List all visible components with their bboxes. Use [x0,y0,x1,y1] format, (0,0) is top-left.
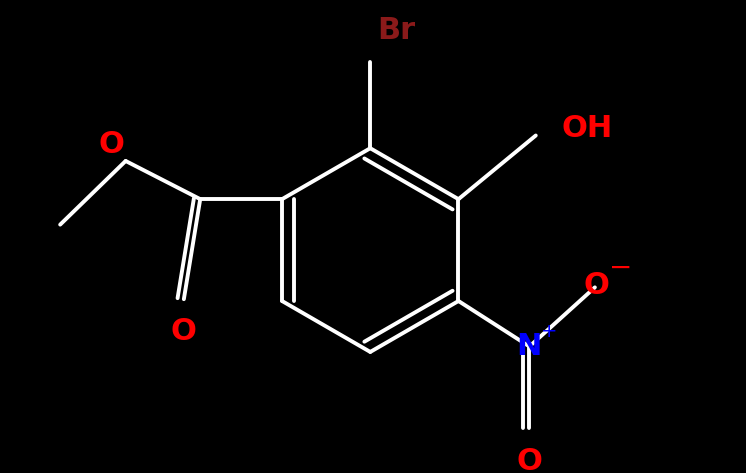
Text: −: − [609,254,632,281]
Text: O: O [584,271,609,300]
Text: +: + [541,323,558,342]
Text: Br: Br [377,17,416,45]
Text: O: O [171,317,197,346]
Text: OH: OH [561,114,612,143]
Text: O: O [516,447,542,473]
Text: O: O [98,130,124,159]
Text: N: N [517,332,542,361]
